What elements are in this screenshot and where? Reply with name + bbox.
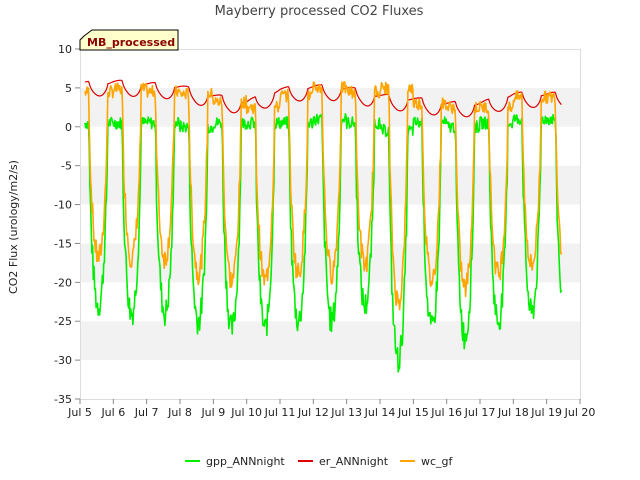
- series-line-gpp: [84, 113, 563, 373]
- x-tick-label: Jul 19: [530, 406, 562, 419]
- x-tick-label: Jul 14: [364, 406, 396, 419]
- x-tick-label: Jul 5: [67, 406, 92, 419]
- series-line-er: [84, 79, 562, 118]
- y-tick-label: -20: [54, 276, 72, 289]
- badge-background: [79, 29, 179, 51]
- grid-band: [80, 49, 580, 88]
- legend: gpp_ANNnight er_ANNnight wc_gf: [185, 455, 454, 468]
- grid-band: [80, 126, 580, 166]
- x-tick-label: Jul 17: [464, 406, 496, 419]
- x-tick-label: Jul 16: [430, 406, 462, 419]
- x-tick-label: Jul 11: [264, 406, 296, 419]
- y-tick-label: 10: [58, 43, 72, 56]
- y-axis-label: CO2 Flux (urology/m2/s): [7, 160, 20, 294]
- y-tick-label: -10: [54, 199, 72, 212]
- x-axis-ticks: Jul 5 Jul 6 Jul 7 Jul 8 Jul 9 Jul 10 Jul 11 Jul…: [67, 399, 595, 419]
- y-axis-ticks: -35 -30 -25 -20 -15 -10 -5 0 5 10: [54, 43, 80, 406]
- x-tick-label: Jul 9: [200, 406, 225, 419]
- plot-frame: [80, 49, 581, 400]
- x-tick-label: Jul 7: [134, 406, 159, 419]
- x-tick-label: Jul 8: [167, 406, 192, 419]
- legend-label-wc: wc_gf: [421, 455, 454, 468]
- x-tick-label: Jul 15: [397, 406, 429, 419]
- grid-band: [80, 165, 580, 205]
- x-tick-label: Jul 10: [230, 406, 262, 419]
- y-tick-label: -15: [54, 237, 72, 250]
- grid-band: [80, 204, 580, 244]
- x-tick-label: Jul 20: [564, 406, 596, 419]
- series-line-wc: [84, 81, 563, 311]
- badge-label: MB_processed: [87, 36, 175, 49]
- background-bands: [80, 49, 580, 399]
- x-tick-label: Jul 18: [497, 406, 529, 419]
- grid-band: [80, 87, 580, 127]
- y-tick-label: -35: [54, 393, 72, 406]
- y-tick-label: -30: [54, 354, 72, 367]
- y-tick-label: -25: [54, 315, 72, 328]
- legend-label-er: er_ANNnight: [319, 455, 389, 468]
- chart-title: Mayberry processed CO2 Fluxes: [215, 4, 424, 19]
- y-tick-label: -5: [61, 160, 72, 173]
- y-tick-label: 5: [65, 82, 72, 95]
- x-tick-label: Jul 13: [330, 406, 362, 419]
- legend-label-gpp: gpp_ANNnight: [206, 455, 285, 468]
- grid-band: [80, 360, 580, 399]
- x-tick-label: Jul 12: [297, 406, 329, 419]
- x-tick-label: Jul 6: [100, 406, 125, 419]
- series-lines: [84, 79, 563, 373]
- dataset-badge: MB_processed: [79, 29, 179, 51]
- y-tick-label: 0: [65, 121, 72, 134]
